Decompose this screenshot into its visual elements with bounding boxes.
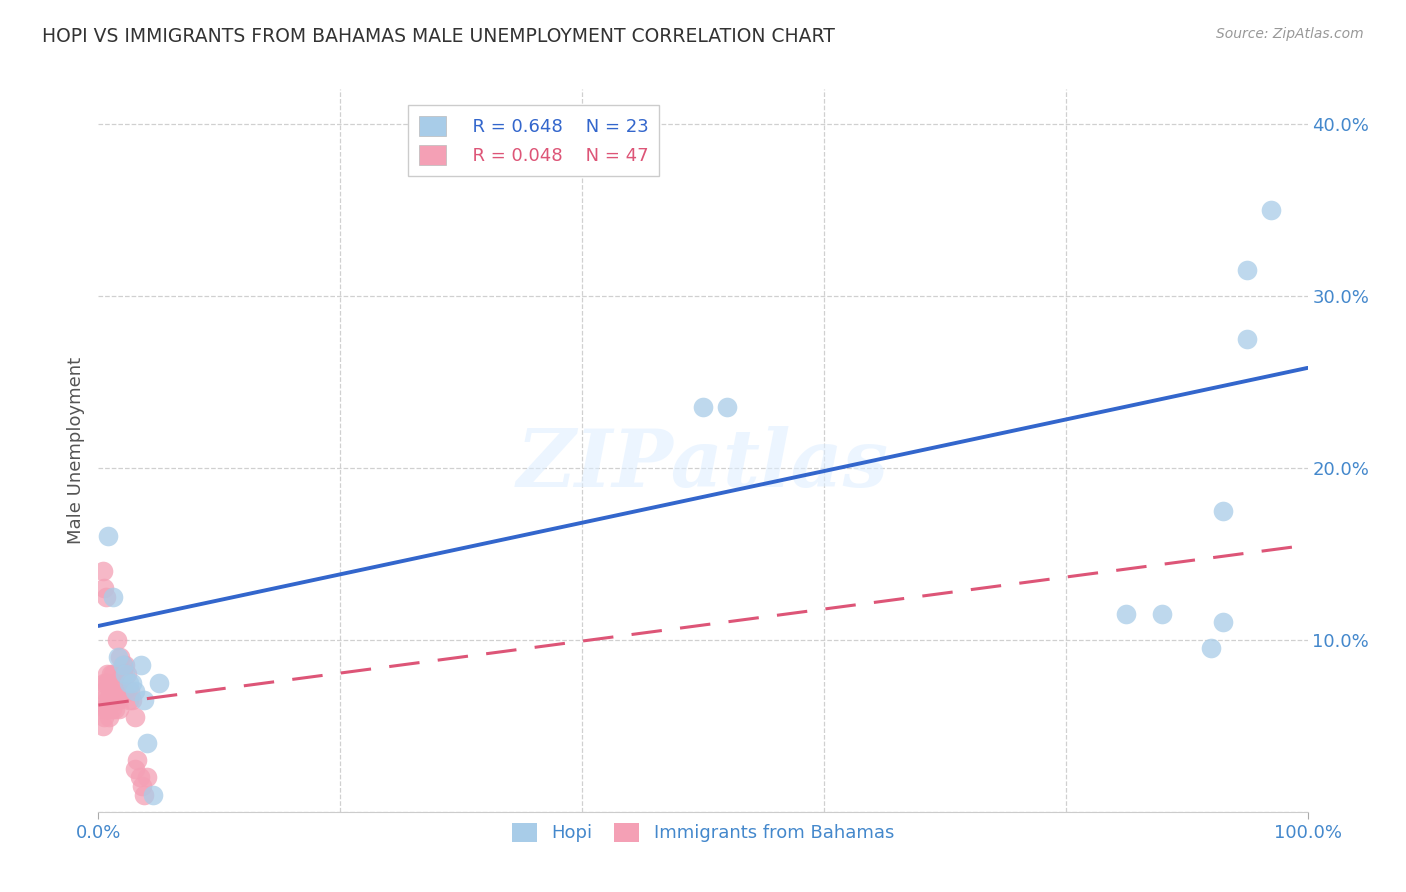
Point <box>97 701 120 715</box>
Point <box>692 401 714 415</box>
Point <box>117 667 139 681</box>
Point <box>1152 607 1174 621</box>
Text: ZIPatlas: ZIPatlas <box>517 426 889 504</box>
Point <box>1115 607 1137 621</box>
Point <box>121 693 143 707</box>
Point <box>96 667 118 681</box>
Point <box>112 684 135 698</box>
Point <box>1212 615 1234 630</box>
Point <box>134 693 156 707</box>
Point <box>114 658 136 673</box>
Point <box>111 658 134 673</box>
Point <box>107 693 129 707</box>
Point <box>101 693 124 707</box>
Point <box>108 701 131 715</box>
Point <box>129 658 152 673</box>
Point <box>1199 641 1222 656</box>
Point <box>111 667 134 681</box>
Point <box>105 693 128 707</box>
Point <box>103 693 125 707</box>
Point <box>96 693 118 707</box>
Legend: Hopi, Immigrants from Bahamas: Hopi, Immigrants from Bahamas <box>505 815 901 850</box>
Point <box>134 788 156 802</box>
Point <box>100 693 122 707</box>
Point <box>98 710 121 724</box>
Point <box>97 529 120 543</box>
Point <box>104 701 127 715</box>
Point <box>100 667 122 681</box>
Point <box>135 736 157 750</box>
Point <box>127 753 149 767</box>
Point <box>101 590 124 604</box>
Point <box>124 684 146 698</box>
Y-axis label: Male Unemployment: Male Unemployment <box>66 357 84 544</box>
Point <box>131 779 153 793</box>
Point <box>124 710 146 724</box>
Point <box>128 770 150 784</box>
Point <box>108 649 131 664</box>
Point <box>91 701 114 715</box>
Point <box>107 649 129 664</box>
Point <box>118 684 141 698</box>
Point <box>97 675 120 690</box>
Point <box>101 667 124 681</box>
Point <box>94 701 117 715</box>
Point <box>148 675 170 690</box>
Point <box>118 693 141 707</box>
Point <box>93 581 115 595</box>
Point <box>124 762 146 776</box>
Point <box>135 770 157 784</box>
Point <box>111 658 134 673</box>
Point <box>121 675 143 690</box>
Point <box>114 667 136 681</box>
Point <box>105 675 128 690</box>
Point <box>91 719 114 733</box>
Point <box>118 675 141 690</box>
Point <box>93 710 115 724</box>
Point <box>94 675 117 690</box>
Point <box>105 632 128 647</box>
Point <box>100 684 122 698</box>
Point <box>98 693 121 707</box>
Point <box>142 788 165 802</box>
Point <box>107 684 129 698</box>
Point <box>91 564 114 578</box>
Point <box>91 693 114 707</box>
Text: HOPI VS IMMIGRANTS FROM BAHAMAS MALE UNEMPLOYMENT CORRELATION CHART: HOPI VS IMMIGRANTS FROM BAHAMAS MALE UNE… <box>42 27 835 45</box>
Point <box>1236 332 1258 346</box>
Point <box>93 675 115 690</box>
Point <box>94 590 117 604</box>
Point <box>1260 202 1282 217</box>
Text: Source: ZipAtlas.com: Source: ZipAtlas.com <box>1216 27 1364 41</box>
Point <box>1236 262 1258 277</box>
Point <box>1212 503 1234 517</box>
Point <box>100 701 122 715</box>
Point <box>93 684 115 698</box>
Point <box>716 401 738 415</box>
